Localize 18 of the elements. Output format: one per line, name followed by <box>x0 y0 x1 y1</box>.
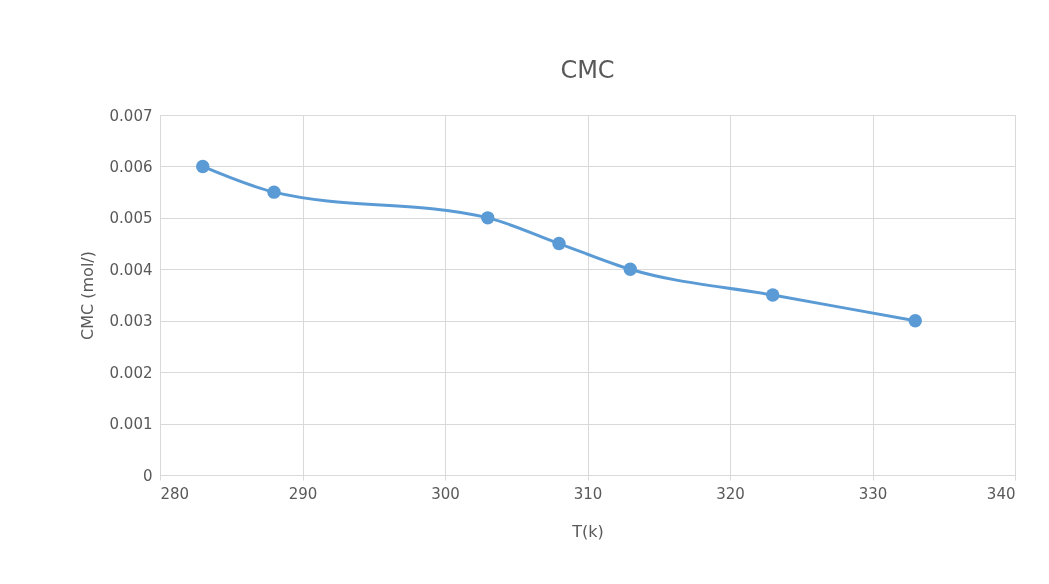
x-tick-label: 340 <box>986 484 1016 503</box>
y-tick-label: 0.005 <box>109 209 153 228</box>
y-tick-label: 0 <box>142 466 153 485</box>
x-tick-label: 300 <box>431 484 460 503</box>
y-tick-label: 0.002 <box>109 363 153 382</box>
chart-title: CMC <box>560 56 615 84</box>
y-tick-label: 0.004 <box>109 260 153 279</box>
x-axis-title: T(k) <box>571 521 604 541</box>
y-tick-label: 0.006 <box>109 157 153 176</box>
y-tick-label: 0.007 <box>109 106 153 125</box>
y-tick-label: 0.003 <box>109 312 153 331</box>
x-tick-label: 330 <box>858 484 888 503</box>
x-tick-label: 290 <box>288 484 318 503</box>
x-tick-label: 310 <box>573 484 603 503</box>
x-tick-label: 320 <box>716 484 745 503</box>
y-tick-label: 0.001 <box>109 415 153 434</box>
y-axis-title: CMC (mol/) <box>77 251 97 340</box>
x-tick-label: 280 <box>160 484 190 503</box>
